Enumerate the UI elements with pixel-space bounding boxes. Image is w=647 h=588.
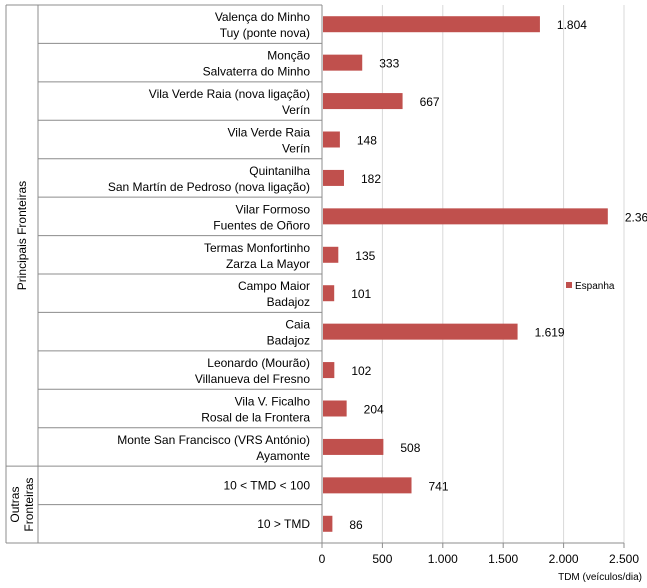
x-tick-label: 1.000 xyxy=(428,552,458,566)
category-label-line: Valença do Minho xyxy=(215,10,311,24)
value-label: 204 xyxy=(364,403,384,417)
x-axis: 0 500 1.000 1.500 2.000 2.500 TDM (veículos/di… xyxy=(319,542,642,583)
x-tick-label: 500 xyxy=(372,552,392,566)
category-label-line: Verín xyxy=(282,142,310,156)
value-label: 148 xyxy=(357,134,377,148)
x-tick-label: 0 xyxy=(319,552,326,566)
group-label: OutrasFronteiras xyxy=(8,478,36,532)
category-label-line: Termas Monfortinho xyxy=(204,241,310,255)
category-label-line: Badajoz xyxy=(267,334,310,348)
group-labels: Principais Fronteiras OutrasFronteiras xyxy=(8,181,36,532)
category-label-line: Leonardo (Mourão) xyxy=(207,356,310,370)
category-label: Campo Maior Badajoz xyxy=(238,279,310,309)
category-label-line: Quintanilha xyxy=(249,164,310,178)
category-label-line: San Martín de Pedroso (nova ligação) xyxy=(108,180,310,194)
x-tick-label: 2.000 xyxy=(549,552,579,566)
bar xyxy=(323,131,340,148)
category-label-line: Tuy (ponte nova) xyxy=(220,26,310,40)
category-label: Monção Salvaterra do Minho xyxy=(203,49,311,79)
category-label: Termas Monfortinho Zarza La Mayor xyxy=(204,241,310,271)
category-label-line: Ayamonte xyxy=(256,449,310,463)
category-label-line: Badajoz xyxy=(267,295,310,309)
category-label: Vilar Formoso Fuentes de Oñoro xyxy=(213,202,310,232)
category-label-line: Campo Maior xyxy=(238,279,310,293)
group-label-line: Fronteiras xyxy=(22,478,36,532)
category-label-line: Fuentes de Oñoro xyxy=(213,218,310,232)
category-label: 10 > TMD xyxy=(257,517,310,531)
category-label-line: Vila V. Ficalho xyxy=(235,395,311,409)
value-labels: 1.804 333 667 148 182 2.366 135 101 1.619 102 204 5… xyxy=(349,18,647,532)
category-label-line: Monção xyxy=(267,49,310,63)
bar xyxy=(323,285,335,302)
category-label-line: Villanueva del Fresno xyxy=(195,372,311,386)
bar xyxy=(323,515,333,532)
category-label: Monte San Francisco (VRS António) Ayamont… xyxy=(117,433,310,463)
value-label: 86 xyxy=(349,518,363,532)
category-label: Caia Badajoz xyxy=(267,318,311,348)
bars xyxy=(323,16,608,532)
legend: Espanha xyxy=(566,281,615,292)
category-label: Vila V. Ficalho Rosal de la Frontera xyxy=(201,395,310,425)
value-label: 1.619 xyxy=(535,326,565,340)
category-label-line: Monte San Francisco (VRS António) xyxy=(117,433,310,447)
value-label: 182 xyxy=(361,172,381,186)
bar xyxy=(323,362,335,379)
value-label: 667 xyxy=(420,95,440,109)
legend-label: Espanha xyxy=(575,281,615,292)
category-label: Leonardo (Mourão) Villanueva del Fresno xyxy=(195,356,311,386)
category-labels: Valença do Minho Tuy (ponte nova) Monção Sa… xyxy=(108,10,310,531)
bar xyxy=(323,54,363,71)
category-label-line: Verín xyxy=(282,103,310,117)
category-label: Vila Verde Raia (nova ligação) Verín xyxy=(149,87,310,117)
value-label: 2.366 xyxy=(625,210,647,224)
bar xyxy=(323,169,344,186)
bar xyxy=(323,323,518,340)
category-label: Valença do Minho Tuy (ponte nova) xyxy=(215,10,311,40)
category-label: Quintanilha San Martín de Pedroso (nova l… xyxy=(108,164,310,194)
group-label-line: Outras xyxy=(8,487,22,523)
value-label: 741 xyxy=(429,479,449,493)
value-label: 101 xyxy=(351,287,371,301)
category-label-line: Salvaterra do Minho xyxy=(203,65,311,79)
category-label-line: Vilar Formoso xyxy=(236,202,311,216)
category-label-line: Vila Verde Raia (nova ligação) xyxy=(149,87,310,101)
value-label: 333 xyxy=(379,57,399,71)
category-label-line: Zarza La Mayor xyxy=(226,257,310,271)
category-frame xyxy=(5,4,323,544)
category-label: 10 < TMD < 100 xyxy=(224,478,311,492)
x-tick-label: 2.500 xyxy=(609,552,639,566)
value-label: 102 xyxy=(351,364,371,378)
category-label-line: Rosal de la Frontera xyxy=(201,411,310,425)
category-label-line: Vila Verde Raia xyxy=(228,126,311,140)
bar xyxy=(323,246,339,263)
bar xyxy=(323,208,608,225)
bar xyxy=(323,93,403,110)
value-label: 1.804 xyxy=(557,18,587,32)
bar xyxy=(323,16,540,33)
bar xyxy=(323,477,412,494)
value-label: 508 xyxy=(400,441,420,455)
group-label: Principais Fronteiras xyxy=(15,181,29,290)
x-tick-label: 1.500 xyxy=(488,552,518,566)
x-axis-title: TDM (veículos/dia) xyxy=(558,572,642,583)
category-label-line: Caia xyxy=(285,318,310,332)
value-label: 135 xyxy=(355,249,375,263)
bar xyxy=(323,438,384,455)
category-label: Vila Verde Raia Verín xyxy=(228,126,311,156)
legend-swatch xyxy=(566,282,572,288)
grid-lines xyxy=(321,5,625,543)
bar xyxy=(323,400,347,417)
